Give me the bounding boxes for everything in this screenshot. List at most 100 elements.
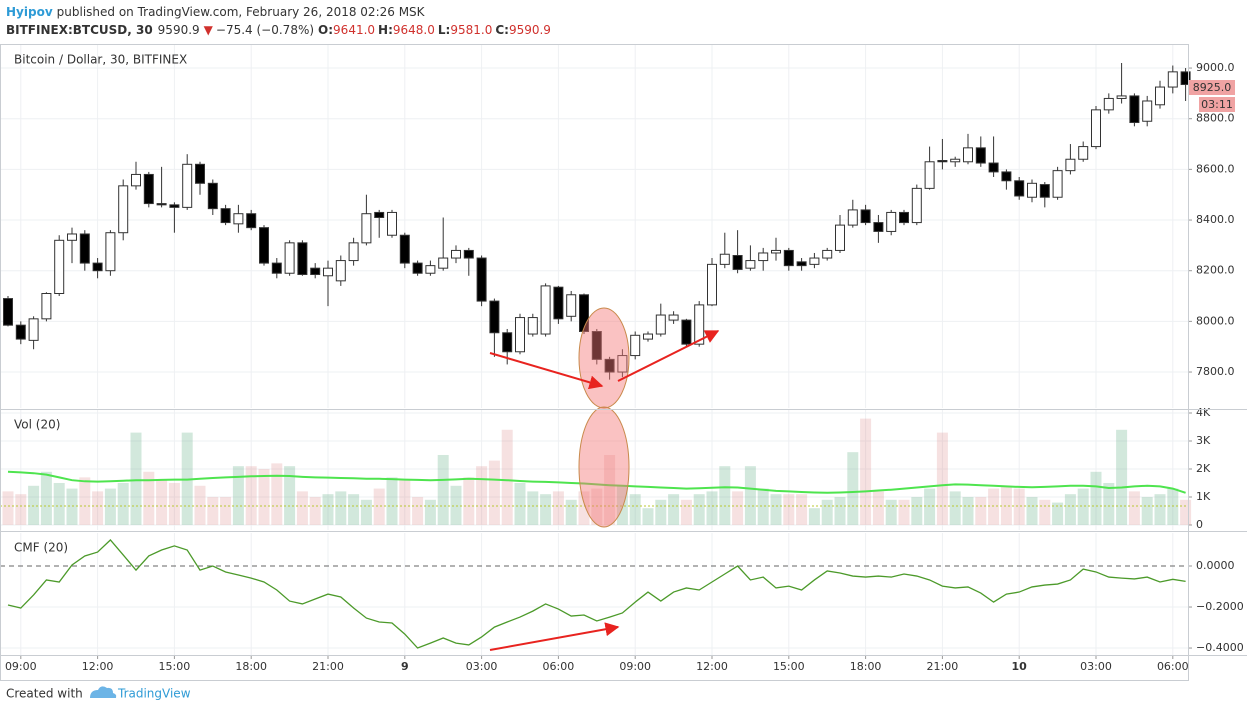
candle-body (1129, 95, 1140, 124)
o: 9641.0 (333, 23, 375, 37)
change: −75.4 (−0.78%) (216, 23, 314, 37)
volume-bar (1039, 499, 1051, 525)
x-tick-label: 06:00 (543, 660, 575, 673)
candle-body (540, 285, 551, 335)
x-tick-label: 21:00 (927, 660, 959, 673)
volume-bar (117, 482, 129, 525)
volume-bar (680, 499, 692, 525)
volume-bar (40, 471, 52, 525)
volume-bar (796, 494, 808, 525)
volume-bar (168, 482, 180, 525)
candle-body (1091, 109, 1101, 148)
candle-body (387, 211, 397, 236)
volume-bar (1026, 496, 1038, 525)
candle-body (630, 334, 641, 357)
x-tick-label: 18:00 (235, 660, 267, 673)
volume-bar (399, 480, 411, 525)
volume-bar (360, 499, 372, 525)
volume-bar (424, 499, 436, 525)
volume-bar (1090, 471, 1102, 525)
candle-body (284, 242, 295, 274)
volume-bar (66, 488, 78, 525)
volume-bar (92, 491, 104, 525)
header-line: Hyipov published on TradingView.com, Febr… (6, 5, 426, 19)
candle-body (719, 253, 730, 265)
candle-body (323, 267, 333, 277)
l: 9581.0 (450, 23, 492, 37)
arrow (489, 352, 604, 390)
x-tick-label: 03:00 (1080, 660, 1112, 673)
volume-bar (53, 482, 65, 525)
volume-bar (1116, 429, 1128, 525)
candle-body (259, 227, 269, 264)
y-tick-label: −0.2000 (1196, 600, 1244, 613)
candle-body (118, 185, 129, 234)
candle-body (566, 294, 577, 317)
candle-body (1167, 71, 1178, 88)
candle-body (515, 317, 525, 353)
candle-body (335, 260, 346, 282)
volume-ma-line (7, 470, 1186, 494)
candle-body (963, 147, 973, 163)
volume-bar (655, 499, 667, 525)
volume-bar (156, 480, 168, 525)
candle-body (271, 262, 282, 274)
x-tick-label: 21:00 (312, 660, 344, 673)
volume-bar (706, 491, 718, 525)
y-tick-label: 0.0000 (1196, 559, 1235, 572)
y-tick-label: 4K (1196, 406, 1211, 419)
candle-body (207, 182, 218, 210)
author: Hyipov (6, 5, 53, 19)
y-tick-label: 8800.0 (1196, 112, 1235, 125)
volume-bar (1128, 491, 1140, 525)
x-tick-label: 15:00 (773, 660, 805, 673)
pane-title: CMF (20) (14, 541, 68, 555)
volume-bar (15, 494, 27, 525)
candle-body (681, 319, 692, 345)
volume-bar (808, 508, 820, 525)
volume-bar (1077, 488, 1089, 525)
candle-body (348, 242, 359, 262)
volume-bar (463, 477, 475, 525)
candle-body (374, 211, 385, 219)
volume-bar (578, 491, 590, 525)
highlight (578, 406, 630, 528)
candle-body (169, 204, 180, 208)
volume-bar (540, 494, 552, 525)
candle-body (1155, 86, 1165, 106)
volume-bar (988, 488, 1000, 525)
volume-bar (591, 488, 603, 525)
candle-body (79, 233, 90, 264)
frame (0, 44, 1247, 681)
candle-body (617, 355, 628, 373)
arrow (489, 622, 620, 651)
candle-body (476, 257, 487, 302)
footer-brand[interactable]: TradingView (117, 687, 191, 701)
volume-bar (220, 496, 232, 525)
volume-bar (271, 463, 283, 525)
volume-bar (911, 496, 923, 525)
candle-body (847, 209, 858, 226)
volume-bar (322, 494, 334, 525)
volume-bar (821, 499, 833, 525)
y-tick-label: 2K (1196, 462, 1211, 475)
arrow: ▼ (204, 23, 214, 37)
volume-bar (732, 491, 744, 525)
x-tick-label: 15:00 (159, 660, 191, 673)
candle-body (835, 224, 845, 251)
volume-bar (527, 491, 539, 525)
candle-body (988, 162, 999, 173)
volume-bar (1141, 496, 1153, 525)
candle-body (105, 232, 116, 272)
volume-bar (335, 491, 347, 525)
candle-body (15, 324, 26, 340)
arrow (617, 330, 720, 382)
y-tick-label: 8600.0 (1196, 162, 1235, 175)
volume-bar (885, 499, 897, 525)
volume-bar (450, 485, 462, 525)
volume-bar (143, 471, 155, 525)
x-tick-label: 12:00 (696, 660, 728, 673)
volume-bar (1013, 488, 1025, 525)
y-tick-label: 9000.0 (1196, 61, 1235, 74)
candle-body (873, 222, 884, 232)
